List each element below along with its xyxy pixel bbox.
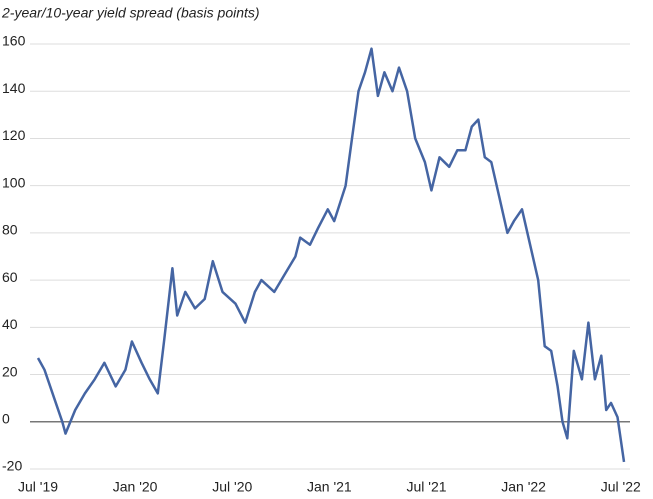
- x-tick-label: Jan '20: [113, 479, 158, 495]
- y-tick-label: 60: [2, 269, 18, 285]
- y-tick-label: 20: [2, 363, 18, 379]
- y-tick-label: 140: [2, 80, 26, 96]
- y-tick-label: 80: [2, 222, 18, 238]
- data-line: [36, 47, 626, 463]
- x-tick-label: Jul '20: [212, 479, 252, 495]
- y-tick-label: -20: [2, 458, 22, 474]
- y-tick-label: 40: [2, 316, 18, 332]
- x-tick-label: Jul '22: [601, 479, 641, 495]
- y-tick-label: 160: [2, 33, 26, 49]
- x-tick-label: Jul '21: [406, 479, 446, 495]
- x-tick-label: Jan '21: [307, 479, 352, 495]
- y-tick-label: 100: [2, 174, 26, 190]
- y-tick-label: 120: [2, 127, 26, 143]
- chart-title: 2-year/10-year yield spread (basis point…: [1, 5, 260, 21]
- x-tick-label: Jan '22: [501, 479, 546, 495]
- y-tick-label: 0: [2, 410, 10, 426]
- x-tick-label: Jul '19: [18, 479, 58, 495]
